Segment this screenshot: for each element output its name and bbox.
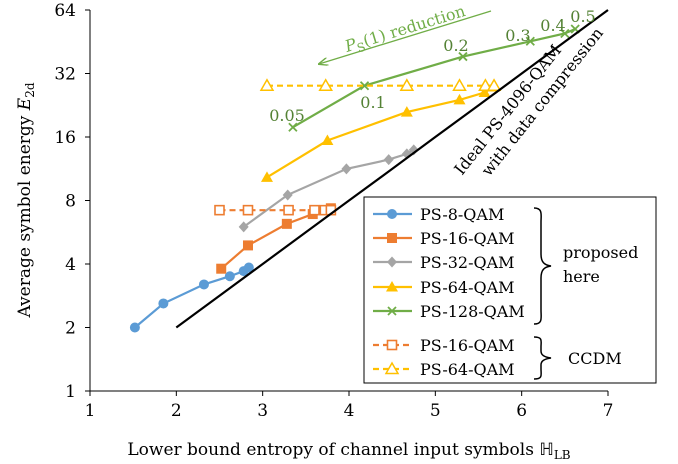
data-point xyxy=(242,240,253,251)
x-tick-label: 3 xyxy=(257,401,268,421)
data-point xyxy=(453,93,466,105)
data-point xyxy=(400,106,413,117)
data-point xyxy=(321,134,334,146)
legend-group-ccdm-label: CCDM xyxy=(568,349,622,368)
legend-label: PS-32-QAM xyxy=(420,253,515,272)
legend-swatch-marker xyxy=(387,233,397,243)
data-point xyxy=(309,204,320,216)
x-tick-label: 1 xyxy=(85,401,96,421)
legend-entries: PS-8-QAM PS-16-QAM PS-32-QAM PS-64-QAM PS-12… xyxy=(373,205,525,379)
y-tick-label: 8 xyxy=(65,192,76,212)
x-tick-labels: 1 2 3 4 5 6 7 xyxy=(85,391,614,421)
data-point xyxy=(359,81,370,91)
legend-entry: PS-8-QAM xyxy=(373,205,504,224)
series-0 xyxy=(129,262,254,333)
legend-entry: PS-64-QAM xyxy=(373,360,515,379)
probability-label: 0.05 xyxy=(269,106,305,125)
legend-swatch-marker xyxy=(387,256,397,268)
series-layer xyxy=(129,9,609,333)
data-point xyxy=(399,78,415,91)
x-tick-label: 2 xyxy=(171,401,182,421)
data-point xyxy=(383,154,394,166)
data-point xyxy=(281,218,292,229)
data-point xyxy=(242,204,254,216)
legend-brace-ccdm xyxy=(533,336,552,380)
data-point xyxy=(318,78,333,91)
legend: PS-8-QAM PS-16-QAM PS-32-QAM PS-64-QAM PS-12… xyxy=(363,196,657,384)
legend-label: PS-64-QAM xyxy=(420,278,515,297)
x-tick-label: 6 xyxy=(516,401,527,421)
series-6 xyxy=(259,78,502,91)
legend-brace-proposed xyxy=(533,207,552,325)
legend-label: PS-64-QAM xyxy=(420,360,515,379)
annotations: Ideal PS-4096-QAMwith data compressionPS… xyxy=(269,1,607,180)
data-point xyxy=(478,86,491,98)
data-point xyxy=(158,298,169,309)
legend-entry: PS-32-QAM xyxy=(373,253,515,272)
legend-swatch-marker xyxy=(384,361,400,375)
legend-group-proposed-label: proposed here xyxy=(563,243,638,286)
probability-label: 0.3 xyxy=(505,26,530,45)
data-point xyxy=(282,189,293,201)
data-point xyxy=(525,36,535,46)
reduction-arrow xyxy=(319,10,492,64)
data-point xyxy=(214,204,225,216)
legend-entry: PS-64-QAM xyxy=(373,278,515,297)
y-tick-label: 4 xyxy=(65,255,76,275)
data-point xyxy=(341,163,352,175)
data-point xyxy=(129,322,140,333)
legend-swatch-marker xyxy=(386,339,398,351)
data-point xyxy=(259,78,275,91)
probability-label: 0.1 xyxy=(360,93,385,112)
data-point xyxy=(560,28,570,39)
legend-label: PS-8-QAM xyxy=(420,205,504,224)
data-point xyxy=(458,51,468,62)
data-point xyxy=(243,262,254,273)
data-point xyxy=(283,204,294,216)
data-point xyxy=(198,279,209,290)
probability-label: 0.2 xyxy=(443,36,468,55)
y-tick-label: 2 xyxy=(65,319,76,339)
x-tick-label: 4 xyxy=(344,401,355,421)
series-2 xyxy=(238,144,419,233)
legend-entry: PS-16-QAM xyxy=(373,336,515,355)
data-point xyxy=(260,171,273,182)
y-tick-label: 1 xyxy=(65,382,76,402)
legend-box xyxy=(363,196,657,384)
data-point xyxy=(238,221,249,233)
y-tick-label: 64 xyxy=(54,1,76,21)
data-point xyxy=(452,78,467,91)
y-axis-title: Average symbol energy E2d xyxy=(15,82,37,318)
legend-swatch-marker xyxy=(386,281,398,292)
series-7 xyxy=(175,9,609,329)
x-axis-title: Lower bound entropy of channel input sym… xyxy=(127,440,570,462)
legend-swatch-marker xyxy=(387,209,397,219)
x-tick-label: 7 xyxy=(603,401,614,421)
y-tick-labels: 1 2 4 8 16 32 64 xyxy=(54,1,90,402)
legend-entry: PS-128-QAM xyxy=(373,302,525,321)
legend-swatch-marker xyxy=(387,306,397,316)
legend-entry: PS-16-QAM xyxy=(373,229,515,248)
legend-label: PS-128-QAM xyxy=(420,302,525,321)
series-line xyxy=(175,9,609,329)
data-point xyxy=(224,271,235,282)
y-tick-label: 16 xyxy=(54,128,76,148)
data-point xyxy=(478,78,493,91)
legend-label: PS-16-QAM xyxy=(420,229,515,248)
data-point xyxy=(288,122,298,132)
x-tick-label: 5 xyxy=(430,401,441,421)
data-point xyxy=(408,144,419,156)
data-point xyxy=(216,263,227,274)
probability-label: 0.4 xyxy=(540,16,565,35)
data-point xyxy=(486,78,502,91)
y-tick-label: 32 xyxy=(54,65,76,85)
legend-label: PS-16-QAM xyxy=(420,336,515,355)
probability-label: 0.5 xyxy=(570,7,595,26)
series-5 xyxy=(214,204,337,216)
